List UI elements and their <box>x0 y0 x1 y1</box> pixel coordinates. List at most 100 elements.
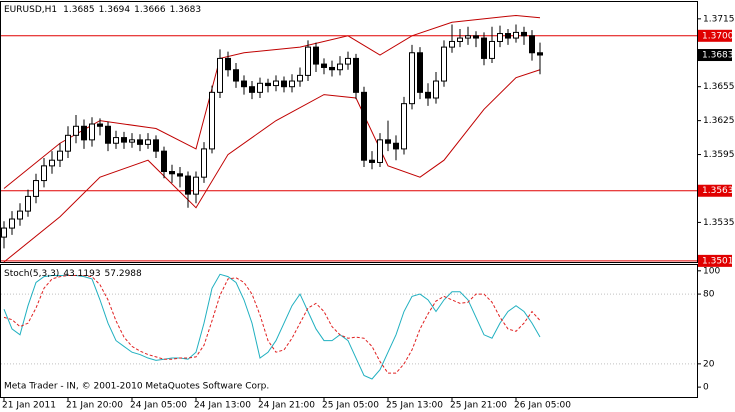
y-tick-label: 1.3715 <box>703 14 735 24</box>
candle-body <box>185 175 191 195</box>
candle-body <box>337 63 343 71</box>
candle-body <box>201 148 207 178</box>
stoch-header-value: 57.2988 <box>105 269 142 279</box>
x-tick-label: 21 Jan 2011 <box>2 401 56 411</box>
candle-body <box>249 86 255 93</box>
candle-body <box>489 40 495 59</box>
candle-body <box>353 57 359 93</box>
stoch-panel-frame <box>0 264 698 398</box>
candle-body <box>137 139 143 145</box>
stoch-line <box>3 273 541 380</box>
candle-body <box>393 142 399 150</box>
envelope-band <box>3 14 541 189</box>
candle-body <box>97 123 103 127</box>
y-tick-label: 80 <box>703 290 715 300</box>
y-tick-label: 1.3595 <box>703 150 735 160</box>
candle-body <box>113 137 119 144</box>
candle-body <box>417 52 423 93</box>
candle-body <box>409 52 415 105</box>
y-tick-label: 1.3655 <box>703 82 735 92</box>
candle-body <box>241 80 247 88</box>
candle-body <box>441 46 447 82</box>
candle-body <box>65 134 71 152</box>
candle-body <box>513 31 519 39</box>
y-tick-label: 1.3625 <box>703 116 735 126</box>
stoch-header: Stoch(5,3,3) 43.1193 57.2988 <box>4 269 142 279</box>
level-label-box <box>698 184 732 197</box>
candle-body <box>41 165 47 182</box>
candle-body <box>161 150 167 173</box>
candle-body <box>473 35 479 39</box>
x-tick-label: 25 Jan 21:00 <box>450 401 507 411</box>
candle-body <box>457 37 463 42</box>
x-tick-label: 24 Jan 13:00 <box>194 401 251 411</box>
candle-body <box>49 159 55 167</box>
candle-body <box>265 82 271 87</box>
candle-body <box>425 91 431 99</box>
bid-label: 1.3683 <box>702 51 734 61</box>
candle-body <box>497 33 503 42</box>
candle-body <box>233 69 239 82</box>
level-label: 1.3700 <box>702 31 734 41</box>
candle-body <box>289 80 295 88</box>
candle-body <box>521 31 527 37</box>
candle-body <box>153 139 159 152</box>
candle-body <box>81 125 87 141</box>
stoch-header-value: 43.1193 <box>63 269 100 279</box>
candle-body <box>177 173 183 177</box>
candle-body <box>193 176 199 195</box>
x-tick-label: 26 Jan 05:00 <box>514 401 571 411</box>
candle-body <box>169 171 175 175</box>
x-tick-label: 25 Jan 05:00 <box>322 401 379 411</box>
main-panel-frame <box>0 1 698 263</box>
candle-body <box>297 74 303 82</box>
candle-body <box>209 91 215 150</box>
header-low: 1.3666 <box>134 5 166 15</box>
level-label-box <box>698 254 732 267</box>
candle-body <box>537 52 543 56</box>
y-tick-label: 20 <box>703 359 715 369</box>
bid-label-box <box>698 49 732 62</box>
candle-body <box>305 46 311 76</box>
x-tick-label: 21 Jan 20:00 <box>66 401 123 411</box>
level-label: 1.3563 <box>702 186 734 196</box>
x-tick-label: 24 Jan 05:00 <box>130 401 187 411</box>
header-close: 1.3683 <box>170 5 202 15</box>
level-label-box <box>698 29 732 42</box>
candle-body <box>449 40 455 48</box>
candle-body <box>385 139 391 144</box>
candle-body <box>505 33 511 39</box>
footer: Meta Trader - IN, © 2001-2010 MetaQuotes… <box>4 382 269 392</box>
candle-body <box>329 66 335 71</box>
y-tick-label: 1.3535 <box>703 218 735 228</box>
candle-body <box>257 82 263 93</box>
candle-body <box>25 195 31 212</box>
candle-body <box>433 80 439 99</box>
candle-body <box>105 125 111 144</box>
candle-body <box>17 210 23 220</box>
x-tick-label: 24 Jan 21:00 <box>258 401 315 411</box>
candle-body <box>401 103 407 150</box>
candle-body <box>377 139 383 163</box>
envelope-band <box>3 69 541 263</box>
stoch-header-title: Stoch(5,3,3) <box>4 269 59 279</box>
candle-body <box>129 139 135 143</box>
candle-body <box>145 139 151 145</box>
chart-header: EURUSD,H1 1.3685 1.3694 1.3666 1.3683 <box>4 5 201 15</box>
candle-body <box>1 227 7 238</box>
candle-body <box>57 150 63 161</box>
candle-body <box>465 35 471 39</box>
candle-body <box>345 57 351 65</box>
candle-body <box>89 123 95 141</box>
level-label: 1.3501 <box>702 256 734 266</box>
candle-body <box>9 218 15 229</box>
candle-body <box>225 57 231 71</box>
x-tick-label: 25 Jan 13:00 <box>386 401 443 411</box>
candle-body <box>33 180 39 197</box>
candle-body <box>217 57 223 93</box>
candle-body <box>481 37 487 59</box>
candle-body <box>529 35 535 54</box>
candle-body <box>73 125 79 136</box>
